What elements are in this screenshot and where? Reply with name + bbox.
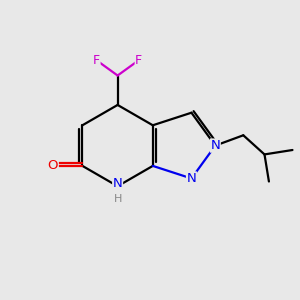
Text: F: F (135, 54, 142, 67)
Text: N: N (187, 172, 196, 185)
Text: O: O (48, 159, 58, 172)
Text: H: H (113, 194, 122, 205)
Text: N: N (211, 139, 220, 152)
Text: N: N (113, 177, 122, 190)
Text: F: F (93, 54, 100, 67)
